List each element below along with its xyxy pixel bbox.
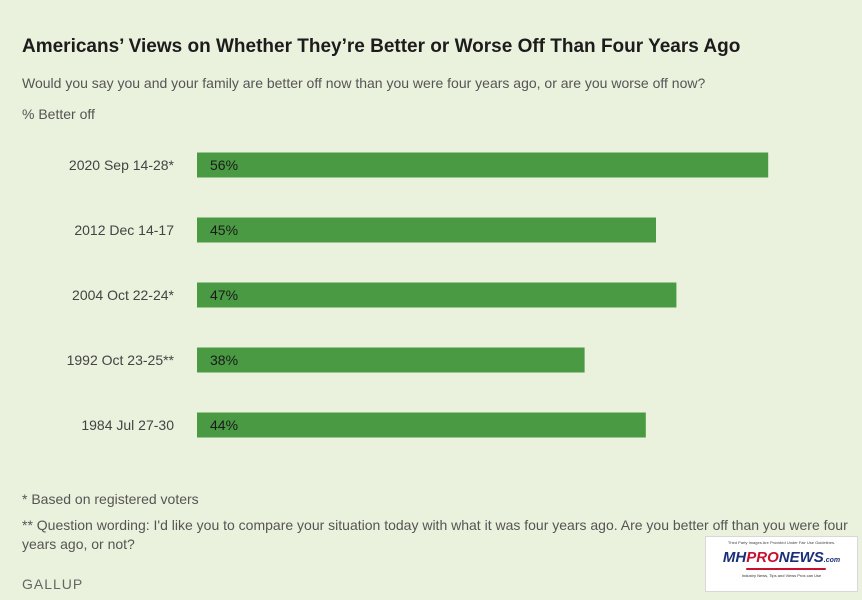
measure-label: % Better off <box>22 106 95 122</box>
bar-1 <box>197 217 656 243</box>
bar-0 <box>197 152 769 178</box>
logo-pro: PRO <box>746 549 779 566</box>
category-label-1: 2012 Dec 14-17 <box>74 222 174 238</box>
value-label-3: 38% <box>210 352 238 368</box>
category-label-0: 2020 Sep 14-28* <box>69 157 175 173</box>
value-label-4: 44% <box>210 417 238 433</box>
watermark-caption: Third Party Images Are Provided Under Fa… <box>727 540 836 545</box>
footnote-question-wording: ** Question wording: I'd like you to com… <box>22 517 848 552</box>
logo-swoosh <box>746 568 826 570</box>
value-label-1: 45% <box>210 222 238 238</box>
bar-chart: 2020 Sep 14-28* 56% 2012 Dec 14-17 45% 2004 … <box>67 152 769 438</box>
bar-3 <box>197 347 585 373</box>
source-label: GALLUP <box>22 576 84 592</box>
footnote-registered-voters: * Based on registered voters <box>22 491 199 507</box>
chart-title: Americans’ Views on Whether They’re Bett… <box>22 36 741 57</box>
category-label-2: 2004 Oct 22-24* <box>72 287 175 303</box>
logo-com: .com <box>823 557 841 564</box>
chart-subtitle: Would you say you and your family are be… <box>22 75 706 91</box>
value-label-2: 47% <box>210 287 238 303</box>
mhpronews-watermark: Third Party Images Are Provided Under Fa… <box>705 536 858 592</box>
watermark-tagline: Industry News, Tips and Views Pros can U… <box>741 573 822 578</box>
logo-mh: MH <box>722 549 747 566</box>
category-label-4: 1984 Jul 27-30 <box>81 417 174 433</box>
category-label-3: 1992 Oct 23-25** <box>67 352 175 368</box>
bar-4 <box>197 412 646 438</box>
mhpronews-logo: MHPRONEWS.com <box>706 549 857 566</box>
value-label-0: 56% <box>210 157 238 173</box>
bar-2 <box>197 282 677 308</box>
logo-news: NEWS <box>778 549 824 566</box>
